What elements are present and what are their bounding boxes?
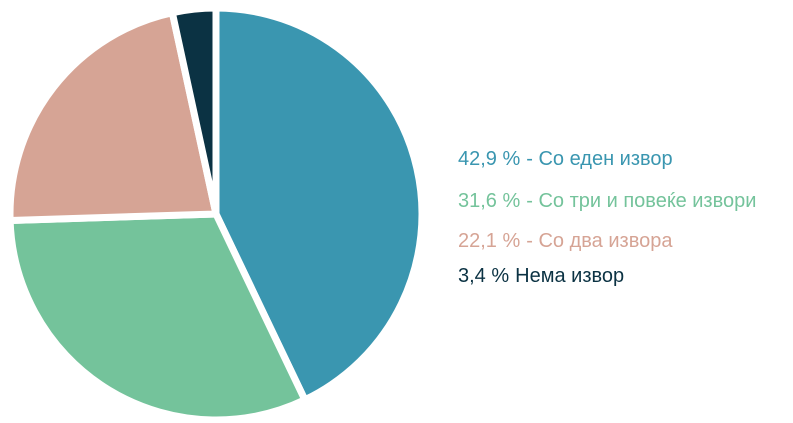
legend-entry: 22,1 % - Со два извора — [458, 230, 673, 252]
legend-value: 31,6 % — [458, 190, 520, 212]
pie-slice — [212, 4, 426, 405]
pie-slice — [168, 4, 220, 215]
legend-label: - Со два извора — [526, 230, 673, 252]
legend-entry: 42,9 % - Со еден извор — [458, 148, 673, 170]
legend-value: 22,1 % — [458, 230, 520, 252]
legend-value: 42,9 % — [458, 148, 520, 170]
legend-label: - Со три и повеќе извори — [526, 190, 756, 212]
legend-label: - Со еден извор — [526, 148, 672, 170]
pie-slice — [6, 210, 310, 423]
legend-entry: 3,4 % Нема извор — [458, 265, 624, 287]
legend-entry: 31,6 % - Со три и повеќе извори — [458, 190, 756, 212]
legend-label: Нема извор — [515, 265, 624, 287]
pie-slice — [6, 8, 221, 225]
legend-value: 3,4 % — [458, 265, 509, 287]
